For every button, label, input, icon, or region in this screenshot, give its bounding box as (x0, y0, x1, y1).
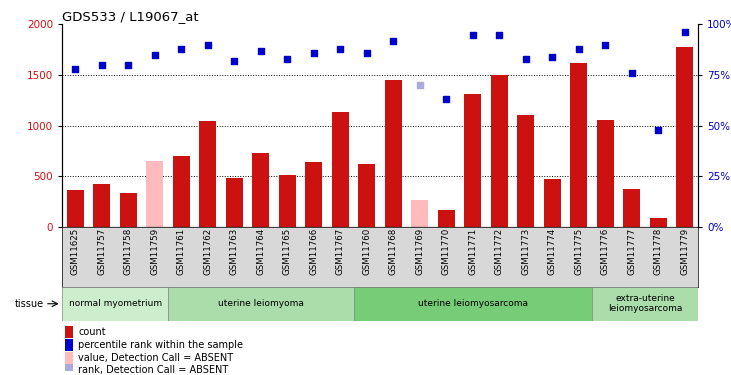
Bar (624, 189, 640, 227)
Point (520, 56, 531, 62)
Point (123, 62, 135, 68)
Text: GSM11768: GSM11768 (389, 228, 398, 275)
Bar (596, 120, 614, 227)
Text: GSM11774: GSM11774 (548, 228, 557, 275)
Point (547, 54, 558, 60)
Text: value, Detection Call = ABSENT: value, Detection Call = ABSENT (78, 352, 233, 363)
Text: GSM11770: GSM11770 (442, 228, 451, 275)
Text: rank, Detection Call = ABSENT: rank, Detection Call = ABSENT (78, 365, 228, 375)
Bar (173, 156, 190, 227)
Bar (385, 80, 402, 227)
Point (175, 46, 187, 52)
Point (467, 32, 479, 38)
Bar (438, 210, 455, 227)
Bar (544, 179, 561, 227)
Text: uterine leiomyoma: uterine leiomyoma (218, 299, 304, 308)
Point (69, 66, 81, 72)
Text: GSM11771: GSM11771 (469, 228, 477, 275)
Text: GSM11765: GSM11765 (283, 228, 292, 275)
Bar (358, 164, 376, 227)
Point (335, 46, 346, 52)
Text: normal myometrium: normal myometrium (69, 299, 162, 308)
Bar (65, 351, 73, 364)
Point (599, 42, 611, 48)
Bar (279, 175, 296, 227)
Point (414, 82, 425, 88)
Point (202, 42, 213, 48)
Text: GSM11773: GSM11773 (521, 228, 531, 275)
Bar (200, 121, 216, 227)
Bar (67, 190, 84, 227)
Bar (332, 112, 349, 227)
Point (493, 32, 505, 38)
Text: GSM11764: GSM11764 (257, 228, 265, 275)
Bar (146, 161, 164, 227)
Bar (676, 46, 694, 227)
Point (361, 50, 373, 56)
Bar (168, 287, 354, 321)
Bar (570, 63, 588, 227)
Point (149, 52, 161, 58)
Bar (354, 287, 592, 321)
Bar (65, 364, 73, 375)
Text: GSM11772: GSM11772 (495, 228, 504, 275)
Bar (491, 75, 508, 227)
Text: GSM11776: GSM11776 (601, 228, 610, 275)
Point (96, 62, 107, 68)
Point (573, 46, 585, 52)
Bar (65, 326, 73, 338)
Point (441, 96, 452, 102)
Bar (592, 287, 698, 321)
Bar (252, 153, 270, 227)
Bar (412, 200, 428, 227)
Point (308, 50, 319, 56)
Bar (306, 162, 322, 227)
Bar (226, 178, 243, 227)
Bar (65, 339, 73, 351)
Text: uterine leiomyosarcoma: uterine leiomyosarcoma (418, 299, 528, 308)
Point (255, 48, 267, 54)
Point (387, 38, 399, 44)
Text: GSM11762: GSM11762 (203, 228, 213, 275)
Text: GSM11779: GSM11779 (681, 228, 689, 275)
Text: extra-uterine
leiomyosarcoma: extra-uterine leiomyosarcoma (608, 294, 682, 314)
Text: GSM11766: GSM11766 (309, 228, 319, 275)
Bar (518, 116, 534, 227)
Text: GSM11778: GSM11778 (654, 228, 663, 275)
Text: GSM11767: GSM11767 (336, 228, 345, 275)
Bar (650, 218, 667, 227)
Text: GSM11761: GSM11761 (177, 228, 186, 275)
Point (281, 56, 293, 62)
Text: count: count (78, 327, 106, 337)
Bar (464, 94, 482, 227)
Text: percentile rank within the sample: percentile rank within the sample (78, 340, 243, 350)
Text: GSM11757: GSM11757 (97, 228, 107, 275)
Text: GSM11625: GSM11625 (71, 228, 80, 275)
Bar (62, 287, 168, 321)
Text: GSM11775: GSM11775 (575, 228, 583, 275)
Text: GSM11759: GSM11759 (151, 228, 159, 275)
Text: GSM11763: GSM11763 (230, 228, 239, 275)
Point (679, 30, 691, 36)
Text: tissue: tissue (15, 299, 44, 309)
Point (229, 58, 240, 64)
Text: GSM11777: GSM11777 (627, 228, 637, 275)
Bar (120, 194, 137, 227)
Text: GDS533 / L19067_at: GDS533 / L19067_at (62, 10, 199, 23)
Bar (94, 184, 110, 227)
Point (653, 127, 664, 133)
Point (626, 70, 637, 76)
Text: GSM11758: GSM11758 (124, 228, 133, 275)
Text: GSM11769: GSM11769 (415, 228, 425, 275)
Text: GSM11760: GSM11760 (363, 228, 371, 275)
